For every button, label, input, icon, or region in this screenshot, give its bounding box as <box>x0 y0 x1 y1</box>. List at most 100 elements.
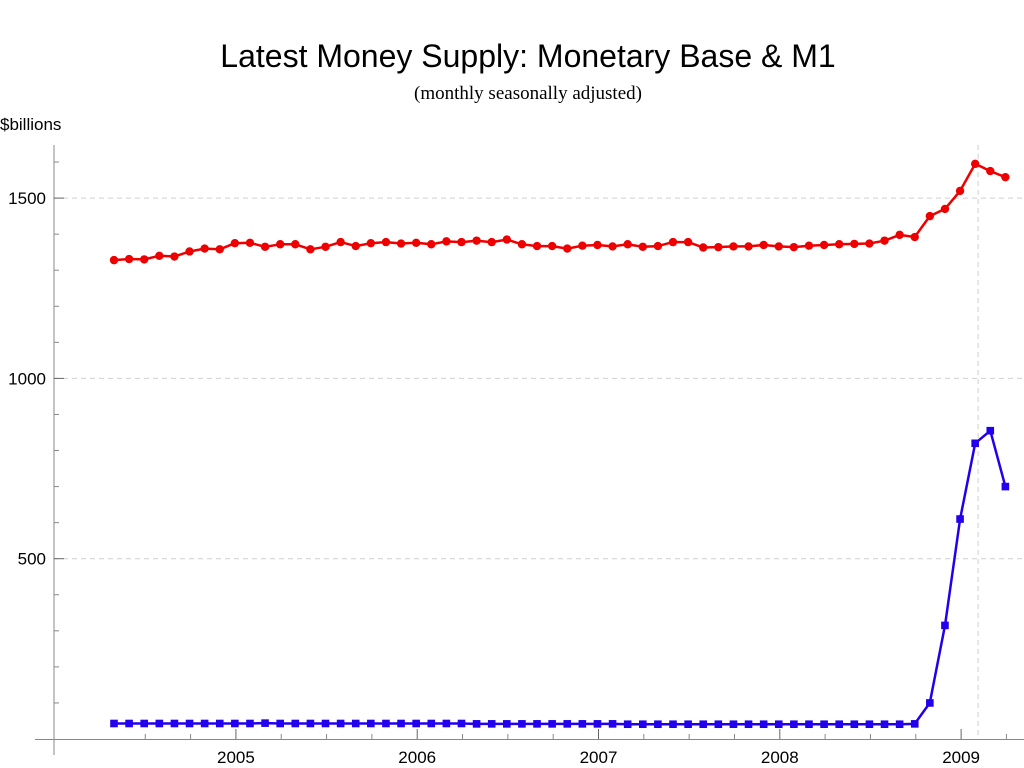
chart-subtitle: (monthly seasonally adjusted) <box>414 83 642 104</box>
data-point <box>396 239 406 248</box>
data-point <box>261 719 269 727</box>
data-point <box>790 720 798 729</box>
data-point <box>970 159 980 169</box>
data-point <box>548 720 556 728</box>
data-point <box>654 720 662 729</box>
data-point <box>578 241 587 250</box>
data-point <box>865 720 874 729</box>
data-point <box>895 720 904 729</box>
chart-title: Latest Money Supply: Monetary Base & M1 <box>220 38 836 74</box>
series-1 <box>109 159 1010 265</box>
data-point <box>819 240 829 250</box>
y-tick-label: 1000 <box>8 369 46 388</box>
data-point <box>910 720 919 728</box>
data-point <box>351 719 360 728</box>
data-point <box>940 204 950 214</box>
data-point <box>487 720 496 728</box>
data-point <box>880 236 889 245</box>
data-point <box>412 719 420 728</box>
data-point <box>759 720 768 729</box>
data-point <box>397 719 405 728</box>
data-point <box>608 720 617 728</box>
data-point <box>653 241 663 251</box>
data-point <box>593 240 602 250</box>
data-point <box>109 255 119 265</box>
data-point <box>457 719 466 728</box>
data-point <box>291 719 300 728</box>
data-point <box>926 699 934 707</box>
data-point <box>714 720 723 729</box>
y-tick-label: 1500 <box>8 189 46 208</box>
data-point <box>956 515 964 523</box>
data-point <box>714 242 723 252</box>
data-point <box>533 720 541 728</box>
data-point <box>638 242 647 251</box>
data-point <box>699 720 708 729</box>
data-point <box>125 719 133 728</box>
data-point <box>850 239 859 249</box>
data-point <box>699 243 708 252</box>
data-point <box>623 240 632 249</box>
data-point <box>547 241 557 251</box>
data-point <box>427 240 436 249</box>
data-point <box>291 240 300 249</box>
data-point <box>200 719 209 728</box>
data-point <box>804 241 814 250</box>
data-point <box>472 236 481 245</box>
data-point <box>170 719 179 728</box>
data-point <box>442 237 451 246</box>
ticks: 500 1000 1500 2005 2006 2007 2008 2009 <box>8 161 1007 767</box>
data-point <box>366 238 376 248</box>
data-point <box>503 720 511 728</box>
data-point <box>381 237 391 247</box>
data-point <box>502 235 512 244</box>
data-point <box>563 720 572 728</box>
y-axis-label: $billions <box>0 115 62 134</box>
data-point <box>351 241 360 251</box>
data-point <box>457 237 466 247</box>
data-point <box>517 240 527 249</box>
data-point <box>170 252 179 261</box>
data-point <box>411 238 421 248</box>
data-point <box>789 242 799 252</box>
data-point <box>306 719 315 728</box>
data-point <box>805 720 813 729</box>
data-point <box>729 242 738 251</box>
x-tick-label: 2005 <box>217 748 255 767</box>
series-2 <box>110 426 1010 729</box>
data-point <box>442 719 451 728</box>
data-point <box>820 720 828 729</box>
data-point <box>155 251 164 260</box>
data-point <box>623 720 632 729</box>
data-point <box>231 719 239 728</box>
data-point <box>185 247 194 256</box>
data-point <box>638 720 647 729</box>
series <box>109 159 1010 729</box>
data-point <box>880 720 889 729</box>
x-tick-label: 2008 <box>761 748 799 767</box>
data-point <box>336 719 345 728</box>
data-point <box>124 254 134 264</box>
data-point <box>155 719 164 728</box>
x-tick-label: 2007 <box>580 748 618 767</box>
data-point <box>955 186 965 196</box>
data-point <box>1001 172 1010 182</box>
data-point <box>774 242 783 251</box>
data-point <box>246 719 254 728</box>
data-point <box>215 245 224 254</box>
data-point <box>608 242 617 251</box>
data-point <box>578 720 587 728</box>
data-point <box>759 240 768 250</box>
data-point <box>563 244 572 253</box>
data-point <box>230 238 240 248</box>
data-point <box>683 237 693 247</box>
data-point <box>472 720 481 728</box>
data-point <box>382 719 390 728</box>
data-point <box>669 720 677 729</box>
data-point <box>986 166 995 176</box>
data-point <box>744 242 753 251</box>
x-tick-label: 2009 <box>942 748 980 767</box>
data-point <box>684 720 692 729</box>
data-point <box>200 244 209 253</box>
data-point <box>925 211 935 221</box>
